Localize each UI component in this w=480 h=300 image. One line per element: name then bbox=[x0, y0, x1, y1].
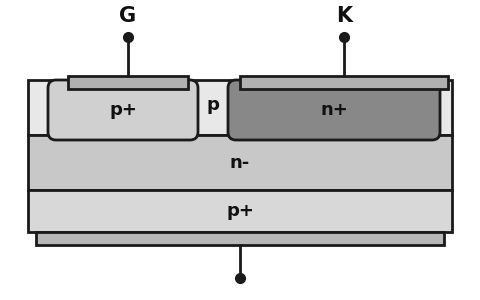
Text: K: K bbox=[336, 6, 352, 26]
Bar bbox=[28, 80, 452, 135]
Text: n+: n+ bbox=[320, 101, 348, 119]
Text: p: p bbox=[206, 96, 219, 114]
Bar bbox=[36, 232, 444, 245]
Bar bbox=[28, 135, 452, 190]
Bar bbox=[68, 76, 188, 89]
Text: p+: p+ bbox=[109, 101, 137, 119]
Text: G: G bbox=[120, 6, 137, 26]
Bar bbox=[28, 190, 452, 232]
FancyBboxPatch shape bbox=[48, 80, 198, 140]
Text: n-: n- bbox=[230, 154, 250, 172]
Text: p+: p+ bbox=[226, 202, 254, 220]
Bar bbox=[240, 76, 448, 89]
FancyBboxPatch shape bbox=[228, 80, 440, 140]
